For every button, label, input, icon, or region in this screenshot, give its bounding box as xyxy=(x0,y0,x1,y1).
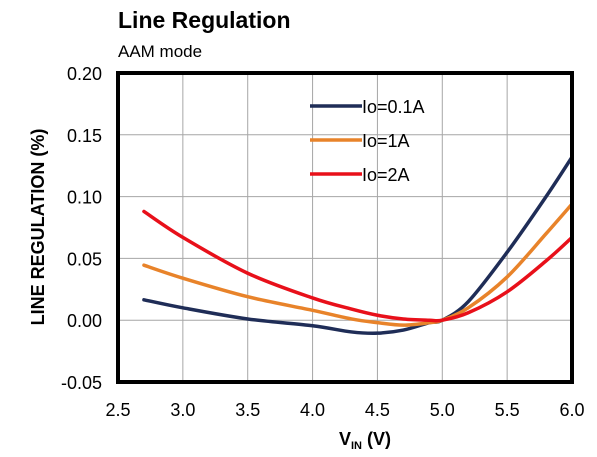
legend-label: Io=1A xyxy=(362,131,410,151)
data-series xyxy=(142,155,574,336)
y-tick-labels: 0.20 0.15 0.10 0.05 0.00 -0.05 xyxy=(61,64,102,393)
y-tick-label: 0.05 xyxy=(67,249,102,269)
x-axis-label: VIN (V) xyxy=(339,429,391,452)
legend: Io=0.1A Io=1A Io=2A xyxy=(310,97,425,185)
y-axis-label: LINE REGULATION (%) xyxy=(28,129,48,326)
x-tick-label: 2.5 xyxy=(105,400,130,420)
x-tick-label: 5.5 xyxy=(495,400,520,420)
y-tick-label: 0.00 xyxy=(67,311,102,331)
x-tick-label: 4.5 xyxy=(365,400,390,420)
series-line-2 xyxy=(142,202,574,327)
series-line-1 xyxy=(142,155,574,336)
chart-subtitle: AAM mode xyxy=(118,42,202,61)
grid-lines xyxy=(117,72,573,383)
x-tick-label: 4.0 xyxy=(300,400,325,420)
y-tick-label: 0.10 xyxy=(67,188,102,208)
x-tick-label: 6.0 xyxy=(559,400,584,420)
legend-label: Io=2A xyxy=(362,165,410,185)
y-tick-label: 0.20 xyxy=(67,64,102,84)
x-axis-label-unit: (V) xyxy=(362,429,391,449)
legend-label: Io=0.1A xyxy=(362,97,425,117)
x-axis-label-main: V xyxy=(339,429,351,449)
x-tick-labels: 2.5 3.0 3.5 4.0 4.5 5.0 5.5 6.0 xyxy=(105,400,584,420)
x-tick-label: 3.0 xyxy=(170,400,195,420)
x-tick-label: 3.5 xyxy=(235,400,260,420)
x-axis-label-subscript: IN xyxy=(351,440,362,452)
y-tick-label: 0.15 xyxy=(67,126,102,146)
y-tick-label: -0.05 xyxy=(61,373,102,393)
plot-frame xyxy=(116,71,574,384)
x-tick-label: 5.0 xyxy=(430,400,455,420)
series-line-3 xyxy=(142,209,574,323)
chart-title: Line Regulation xyxy=(118,7,291,33)
